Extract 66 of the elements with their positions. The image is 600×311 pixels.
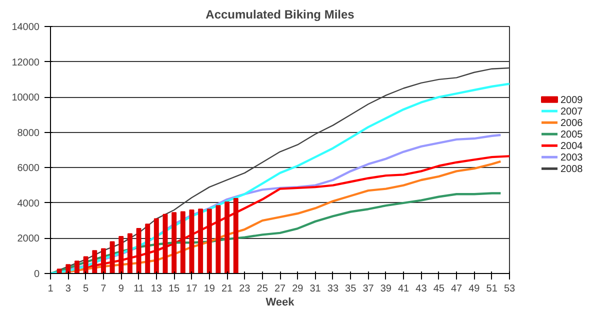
bar [100, 248, 106, 274]
x-tick-label: 23 [239, 284, 251, 294]
chart-title: Accumulated Biking Miles [206, 8, 355, 22]
legend-label: 2004 [560, 141, 584, 152]
x-tick-label: 37 [362, 284, 374, 294]
y-tick-label: 2000 [17, 234, 40, 245]
y-tick-label: 10000 [12, 92, 40, 104]
y-tick-label: 4000 [17, 198, 40, 210]
line-series [50, 192, 502, 274]
x-tick-label: 47 [450, 284, 463, 294]
legend-label: 2009 [560, 95, 584, 106]
legend-label: 2005 [560, 130, 584, 141]
bar [127, 233, 132, 274]
x-tick-label: 43 [416, 284, 428, 294]
x-tick-label: 53 [504, 284, 516, 294]
legend-label: 2008 [560, 164, 584, 176]
bar [92, 250, 98, 274]
bar [74, 260, 80, 274]
x-tick-label: 29 [292, 284, 304, 294]
bar [154, 218, 159, 274]
x-tick-label: 3 [65, 284, 72, 294]
x-tick-label: 19 [204, 284, 216, 294]
x-tick-label: 9 [118, 284, 124, 294]
x-tick-label: 5 [83, 284, 90, 294]
x-tick-label: 1 [48, 284, 54, 294]
bar [110, 241, 115, 274]
bar [233, 198, 238, 274]
bar [180, 211, 186, 274]
legend-label: 2003 [560, 152, 584, 164]
legend-label: 2006 [560, 118, 584, 130]
bar [189, 209, 194, 274]
bar [83, 256, 88, 274]
x-tick-label: 35 [345, 284, 357, 294]
bar [66, 264, 71, 274]
x-tick-label: 15 [168, 284, 180, 294]
y-tick-label: 8000 [17, 128, 40, 139]
x-tick-label: 45 [433, 284, 445, 294]
x-tick-label: 25 [256, 284, 268, 294]
x-tick-label: 39 [380, 284, 392, 294]
x-tick-label: 49 [468, 284, 480, 294]
x-tick-label: 11 [134, 284, 144, 294]
bar [56, 268, 62, 274]
bar [224, 202, 230, 274]
y-tick-label: 6000 [17, 163, 40, 174]
bar [118, 236, 124, 274]
x-tick-label: 7 [100, 284, 107, 294]
bar [206, 208, 212, 274]
x-tick-label: 51 [486, 284, 498, 294]
x-tick-label: 21 [221, 284, 234, 294]
x-tick-label: 41 [398, 284, 410, 294]
bar [136, 228, 142, 274]
x-tick-label: 27 [274, 284, 286, 294]
x-tick-label: 33 [327, 284, 339, 294]
x-tick-label: 17 [186, 284, 198, 294]
bar [162, 214, 168, 274]
legend-label: 2007 [560, 106, 584, 118]
x-tick-label: 13 [150, 284, 162, 294]
y-tick-label: 12000 [12, 57, 40, 68]
bar [216, 205, 221, 274]
x-tick-label: 31 [310, 284, 322, 294]
bar [198, 208, 204, 274]
y-tick-label: 0 [34, 269, 40, 280]
bar [145, 224, 150, 274]
y-tick-label: 14000 [12, 22, 40, 33]
bar [172, 212, 177, 274]
x-axis-title: Week [266, 296, 296, 308]
